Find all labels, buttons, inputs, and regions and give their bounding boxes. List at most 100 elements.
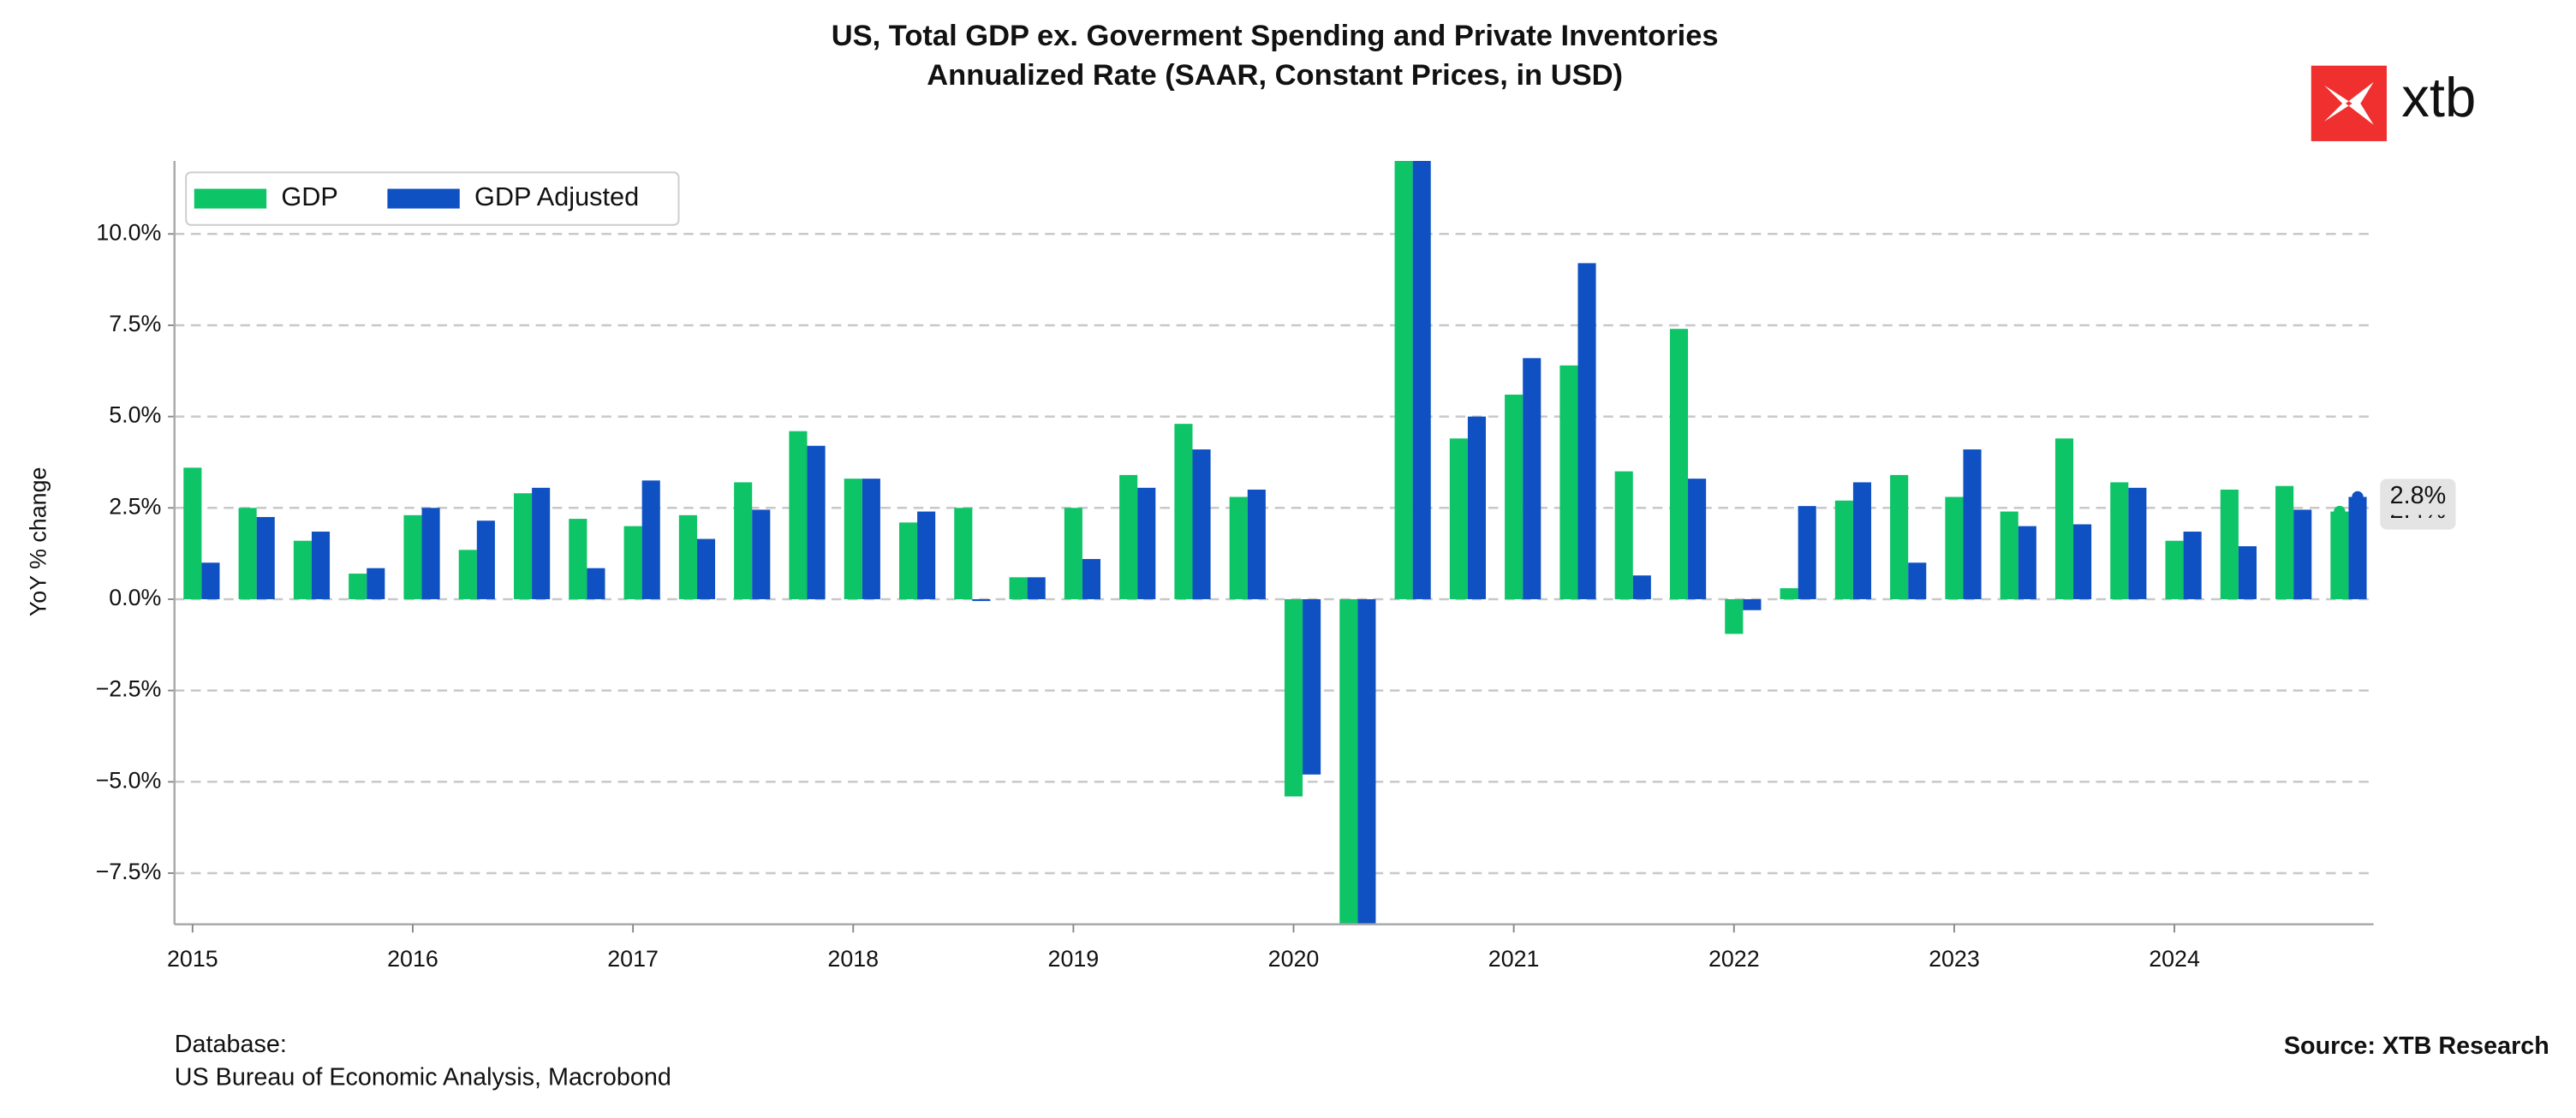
bar <box>2073 524 2092 599</box>
bar <box>1669 329 1689 599</box>
bar <box>1284 598 1303 797</box>
bar <box>2128 487 2147 599</box>
bar <box>2293 509 2312 599</box>
chart-title: US, Total GDP ex. Goverment Spending and… <box>832 20 1719 52</box>
x-tick-label: 2016 <box>387 946 438 972</box>
x-tick-label: 2021 <box>1488 946 1540 972</box>
bar <box>844 479 862 599</box>
bar <box>458 550 477 599</box>
y-tick-label: 5.0% <box>109 402 161 428</box>
y-tick-label: 7.5% <box>109 311 161 336</box>
bar <box>201 562 220 599</box>
bar <box>1523 358 1541 599</box>
bar <box>898 522 918 599</box>
x-tick-label: 2023 <box>1929 946 1980 972</box>
x-tick-label: 2018 <box>827 946 879 972</box>
bar <box>476 520 495 599</box>
bar <box>1890 474 1909 599</box>
bar <box>349 574 367 599</box>
bar <box>1339 598 1358 925</box>
source: US Bureau of Economic Analysis, Macrobon… <box>175 1064 671 1091</box>
bar <box>1467 416 1487 599</box>
bar <box>1303 598 1321 775</box>
bar <box>311 532 331 599</box>
bar <box>256 516 275 599</box>
logo-text: xtb <box>2401 66 2476 128</box>
source-label: Database: <box>175 1031 287 1058</box>
y-axis-label: YoY % change <box>26 467 51 617</box>
x-tick-label: 2020 <box>1268 946 1320 972</box>
logo-icon <box>2324 81 2374 125</box>
bar <box>2330 511 2349 599</box>
bar <box>1559 365 1578 599</box>
bar <box>1632 575 1651 599</box>
bar <box>1780 588 1798 599</box>
bar <box>403 514 422 599</box>
bar <box>514 493 533 599</box>
bar <box>1614 471 1633 599</box>
bar <box>1412 160 1431 599</box>
bar <box>421 508 440 599</box>
bar <box>1192 449 1211 599</box>
bar <box>2348 497 2367 599</box>
bar <box>1945 497 1964 599</box>
x-tick-label: 2015 <box>167 946 218 972</box>
bar <box>1247 489 1266 599</box>
bar <box>1505 395 1524 599</box>
y-tick-label: 0.0% <box>109 585 161 610</box>
chart-subtitle: Annualized Rate (SAAR, Constant Prices, … <box>927 59 1623 92</box>
bar <box>1834 500 1853 599</box>
bar <box>1357 598 1376 925</box>
credit: Source: XTB Research <box>2284 1032 2549 1060</box>
bar <box>2000 511 2018 599</box>
end-dot <box>2352 491 2364 503</box>
x-tick-label: 2024 <box>2149 946 2200 972</box>
bar <box>569 519 587 599</box>
bar <box>752 509 771 599</box>
bar <box>367 568 385 599</box>
bar <box>734 482 753 599</box>
legend-label: GDP <box>281 181 337 211</box>
bar <box>2220 489 2239 599</box>
bar <box>1688 479 1707 599</box>
bar <box>1119 474 1138 599</box>
bar <box>1229 497 1248 599</box>
bar <box>1064 508 1082 599</box>
bar <box>789 431 808 599</box>
bar <box>954 508 973 599</box>
bar <box>532 487 551 599</box>
y-tick-label: −7.5% <box>96 859 162 884</box>
bar <box>183 467 202 599</box>
bar <box>623 526 642 599</box>
bar <box>807 445 826 599</box>
bar <box>2165 540 2184 599</box>
legend-swatch <box>387 188 460 209</box>
value-label-box <box>2380 479 2456 515</box>
bar <box>1725 598 1744 634</box>
bar <box>238 508 257 599</box>
logo: xtb <box>2311 65 2476 141</box>
bars <box>183 160 2367 925</box>
bar <box>1798 506 1816 599</box>
x-tick-label: 2019 <box>1048 946 1100 972</box>
bar <box>1577 263 1596 599</box>
bar <box>2054 438 2074 599</box>
bar <box>1174 424 1193 599</box>
bar <box>293 540 312 599</box>
bar <box>1908 562 1927 599</box>
y-tick-label: −2.5% <box>96 676 162 702</box>
value-label: 2.8% <box>2390 482 2447 509</box>
x-tick-label: 2017 <box>607 946 659 972</box>
bar <box>1394 160 1413 599</box>
bar <box>1852 482 1871 599</box>
grid <box>174 233 2374 875</box>
bar <box>2238 546 2257 599</box>
axes: −7.5% −5.0% −2.5% 0.0% 2.5% 5.0% 7.5% 10.0% 2015… <box>96 160 2456 972</box>
legend-swatch <box>194 188 267 209</box>
bar <box>1027 577 1046 599</box>
logo-mark <box>2311 65 2387 141</box>
bar <box>1963 449 1982 599</box>
bar <box>1009 577 1028 599</box>
